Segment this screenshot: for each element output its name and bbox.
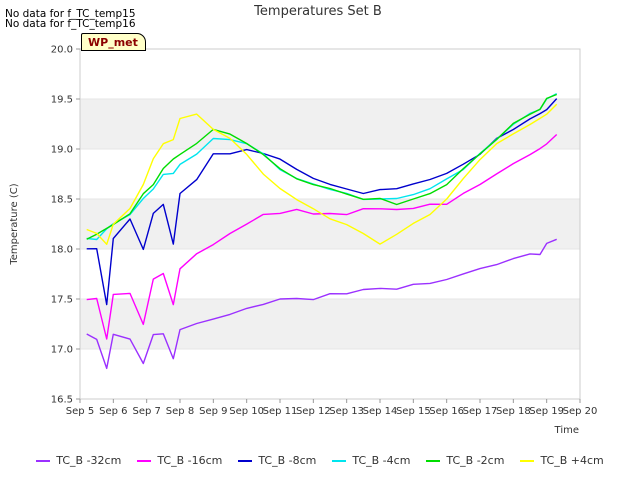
legend-label: TC_B +4cm bbox=[540, 454, 604, 467]
legend-item: TC_B -8cm bbox=[238, 454, 316, 467]
y-tick-label: 16.5 bbox=[51, 395, 73, 406]
legend-label: TC_B -16cm bbox=[157, 454, 223, 467]
x-tick-label: Sep 14 bbox=[363, 406, 398, 417]
y-axis-label: Temperature (C) bbox=[9, 183, 20, 265]
y-tick-label: 18.0 bbox=[51, 245, 73, 256]
x-tick-label: Sep 8 bbox=[166, 406, 194, 417]
x-tick-label: Sep 12 bbox=[296, 406, 331, 417]
legend-item: TC_B -16cm bbox=[137, 454, 222, 467]
series-line-tc-b-32cm bbox=[86, 238, 557, 370]
y-tick-label: 18.5 bbox=[51, 195, 73, 206]
legend-label: TC_B -2cm bbox=[446, 454, 505, 467]
background-band bbox=[80, 199, 580, 249]
no-data-note: No data for f_TC_temp16 bbox=[5, 18, 136, 30]
plot-frame bbox=[79, 48, 581, 400]
legend-swatch bbox=[332, 459, 347, 462]
legend-item: TC_B +4cm bbox=[520, 454, 604, 467]
legend-item: TC_B -2cm bbox=[426, 454, 504, 467]
x-tick-label: Sep 15 bbox=[396, 406, 431, 417]
x-tick-label: Sep 9 bbox=[199, 406, 227, 417]
x-tick-label: Sep 11 bbox=[263, 406, 298, 417]
x-tick-label: Sep 10 bbox=[229, 406, 264, 417]
y-tick-label: 17.0 bbox=[51, 345, 73, 356]
series-line-tc-b-2cm bbox=[86, 93, 557, 240]
site-badge: WP_met bbox=[81, 33, 146, 51]
legend-label: TC_B -32cm bbox=[56, 454, 122, 467]
legend-swatch bbox=[520, 459, 535, 462]
no-data-note: No data for f_TC_temp15 bbox=[5, 8, 136, 20]
background-band bbox=[80, 299, 580, 349]
legend-label: TC_B -4cm bbox=[352, 454, 411, 467]
y-tick-label: 20.0 bbox=[51, 45, 73, 56]
legend-swatch bbox=[426, 459, 441, 462]
x-tick-label: Sep 17 bbox=[463, 406, 498, 417]
legend-swatch bbox=[137, 459, 152, 462]
series-line-tc-b-4cm bbox=[86, 103, 558, 246]
x-tick-label: Sep 7 bbox=[132, 406, 160, 417]
x-tick-label: Sep 6 bbox=[99, 406, 127, 417]
legend-swatch bbox=[238, 459, 253, 462]
x-tick-label: Sep 16 bbox=[429, 406, 464, 417]
x-tick-label: Sep 13 bbox=[329, 406, 364, 417]
chart-title: Temperatures Set B bbox=[253, 4, 382, 19]
y-tick-label: 17.5 bbox=[51, 295, 73, 306]
y-tick-label: 19.0 bbox=[51, 145, 73, 156]
x-axis-label: Time bbox=[554, 425, 579, 436]
legend-item: TC_B -4cm bbox=[332, 454, 410, 467]
x-tick-label: Sep 5 bbox=[66, 406, 94, 417]
x-tick-label: Sep 18 bbox=[496, 406, 531, 417]
legend: TC_B -32cm TC_B -16cm TC_B -8cm TC_B -4cm TC… bbox=[0, 454, 640, 467]
legend-item: TC_B -32cm bbox=[36, 454, 121, 467]
background-band bbox=[80, 99, 580, 149]
legend-label: TC_B -8cm bbox=[258, 454, 317, 467]
y-tick-label: 19.5 bbox=[51, 95, 73, 106]
x-tick-label: Sep 19 bbox=[529, 406, 564, 417]
x-tick-label: Sep 20 bbox=[563, 406, 598, 417]
series-line-tc-b-16cm bbox=[86, 133, 558, 340]
legend-swatch bbox=[36, 459, 51, 462]
